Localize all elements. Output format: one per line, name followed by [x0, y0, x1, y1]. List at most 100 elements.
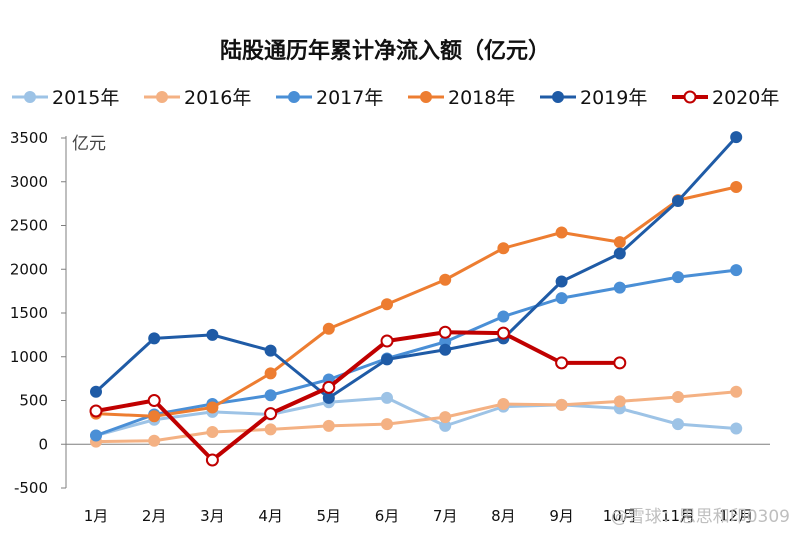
data-point	[613, 395, 626, 408]
data-point	[439, 273, 452, 286]
x-tick-label: 5月	[317, 507, 342, 525]
data-point	[206, 328, 219, 341]
legend-swatch-marker	[24, 91, 36, 103]
x-tick-label: 7月	[433, 507, 458, 525]
data-point	[89, 404, 103, 418]
x-tick-label: 6月	[375, 507, 400, 525]
data-point	[439, 411, 452, 424]
legend: 2015年 2016年 2017年 2018年 2019年 2020年	[12, 87, 779, 109]
data-point	[206, 401, 219, 414]
data-point	[264, 367, 277, 380]
legend-item: 2015年	[12, 87, 119, 109]
legend-swatch-marker	[156, 91, 168, 103]
data-point	[205, 453, 219, 467]
legend-item: 2018年	[408, 87, 515, 109]
y-tick-label: 500	[19, 392, 48, 410]
data-point	[148, 410, 161, 423]
data-point	[613, 236, 626, 249]
axes: -500 0 500 1000 1500 2000 2500 3000 3500 1月 2月 3月 4月…	[10, 129, 770, 525]
series-5	[90, 131, 743, 404]
data-point	[380, 334, 394, 348]
data-point	[381, 353, 393, 366]
y-tick-label: 3000	[10, 173, 48, 191]
series-2	[90, 385, 743, 448]
data-point	[90, 385, 102, 398]
data-point	[264, 389, 277, 402]
data-point	[497, 242, 510, 255]
series-6	[89, 325, 627, 467]
legend-item: 2016年	[144, 87, 251, 109]
data-point	[496, 326, 510, 340]
data-point	[147, 394, 161, 407]
data-point	[322, 391, 335, 404]
legend-swatch-marker	[683, 90, 697, 104]
y-axis-unit-label: 亿元	[72, 134, 106, 154]
series-line	[95, 330, 620, 462]
series-line	[95, 396, 737, 437]
data-point	[381, 391, 393, 404]
y-tick-label: 2500	[10, 217, 48, 235]
data-point	[439, 343, 452, 356]
data-point	[90, 429, 102, 442]
data-point	[322, 419, 335, 432]
data-point	[264, 344, 277, 357]
x-tick-label: 2月	[142, 507, 167, 525]
data-point	[613, 356, 627, 370]
y-tick-label: 1000	[10, 348, 48, 366]
data-point	[730, 264, 743, 277]
data-point	[555, 292, 568, 305]
x-tick-label: 3月	[200, 507, 225, 525]
x-tick-label: 4月	[258, 507, 283, 525]
legend-label: 2020年	[712, 87, 779, 109]
x-tick-label: 10月	[603, 507, 637, 525]
chart-title: 陆股通历年累计净流入额（亿元）	[220, 38, 550, 64]
y-tick-label: 3500	[10, 129, 48, 147]
legend-item: 2019年	[540, 87, 647, 109]
data-point	[672, 271, 684, 284]
legend-swatch-marker	[552, 91, 564, 103]
data-point	[555, 226, 568, 239]
data-point	[730, 422, 743, 435]
data-point	[497, 310, 510, 323]
legend-label: 2017年	[316, 87, 383, 109]
watermark: @雪球：思思和印0309	[611, 507, 790, 527]
legend-label: 2019年	[580, 87, 647, 109]
legend-item: 2020年	[672, 87, 779, 109]
data-point	[322, 322, 335, 335]
legend-item: 2017年	[276, 87, 383, 109]
data-point	[672, 418, 684, 431]
data-point	[613, 281, 626, 294]
data-point	[438, 325, 452, 339]
legend-label: 2016年	[184, 87, 251, 109]
x-tick-label: 11月	[661, 507, 695, 525]
x-tick-label: 12月	[719, 507, 753, 525]
data-point	[555, 398, 568, 411]
data-point	[613, 247, 626, 260]
data-point	[730, 385, 743, 398]
data-point	[148, 434, 161, 447]
y-tick-label: 0	[38, 435, 48, 453]
data-point	[381, 298, 393, 311]
data-point	[730, 131, 743, 144]
series-line	[95, 390, 737, 444]
data-point	[381, 418, 393, 431]
legend-label: 2018年	[448, 87, 515, 109]
series-4	[90, 181, 743, 423]
y-tick-label: -500	[14, 479, 48, 497]
series-line	[95, 268, 737, 437]
data-point	[672, 391, 684, 403]
plot-area	[89, 131, 743, 467]
legend-label: 2015年	[52, 87, 119, 109]
legend-swatch-marker	[420, 91, 432, 103]
x-tick-label: 8月	[491, 507, 516, 525]
data-point	[555, 356, 569, 370]
series-line	[94, 136, 738, 400]
x-tick-label: 1月	[84, 507, 109, 525]
legend-swatch-marker	[288, 91, 300, 103]
data-point	[555, 275, 568, 288]
data-point	[206, 426, 219, 438]
series-line	[95, 185, 737, 418]
data-point	[730, 181, 743, 193]
data-point	[264, 423, 277, 436]
